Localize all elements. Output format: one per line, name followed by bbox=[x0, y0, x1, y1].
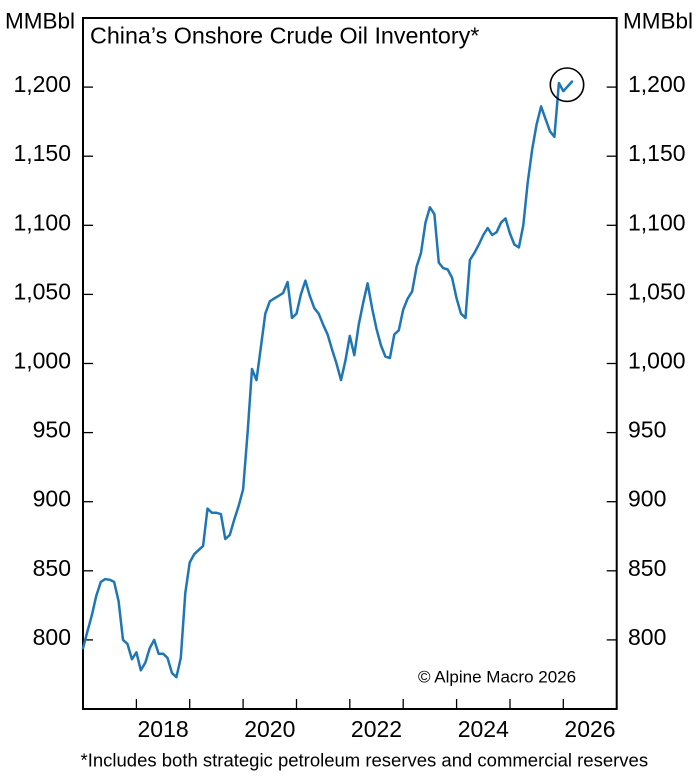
svg-text:900: 900 bbox=[628, 486, 666, 512]
svg-text:1,200: 1,200 bbox=[13, 71, 71, 97]
svg-text:1,200: 1,200 bbox=[628, 71, 686, 97]
svg-text:800: 800 bbox=[33, 624, 71, 650]
svg-text:950: 950 bbox=[33, 417, 71, 443]
svg-text:1,150: 1,150 bbox=[628, 140, 686, 166]
svg-text:China’s Onshore Crude Oil Inve: China’s Onshore Crude Oil Inventory* bbox=[90, 23, 479, 49]
svg-text:2020: 2020 bbox=[244, 716, 295, 742]
svg-text:1,000: 1,000 bbox=[628, 348, 686, 374]
svg-text:1,100: 1,100 bbox=[628, 209, 686, 235]
svg-text:2026: 2026 bbox=[564, 716, 615, 742]
svg-text:1,150: 1,150 bbox=[13, 140, 71, 166]
svg-text:1,050: 1,050 bbox=[13, 278, 71, 304]
svg-text:1,050: 1,050 bbox=[628, 278, 686, 304]
svg-text:900: 900 bbox=[33, 486, 71, 512]
svg-text:*Includes both strategic petro: *Includes both strategic petroleum reser… bbox=[81, 750, 649, 771]
svg-text:2024: 2024 bbox=[458, 716, 509, 742]
svg-text:1,000: 1,000 bbox=[13, 348, 71, 374]
svg-text:850: 850 bbox=[628, 555, 666, 581]
svg-text:MMBbl: MMBbl bbox=[5, 9, 75, 34]
svg-text:850: 850 bbox=[33, 555, 71, 581]
svg-text:MMBbl: MMBbl bbox=[623, 9, 693, 34]
svg-text:1,100: 1,100 bbox=[13, 209, 71, 235]
svg-text:950: 950 bbox=[628, 417, 666, 443]
svg-text:800: 800 bbox=[628, 624, 666, 650]
svg-text:2018: 2018 bbox=[138, 716, 189, 742]
svg-text:© Alpine Macro 2026: © Alpine Macro 2026 bbox=[418, 668, 576, 687]
svg-text:2022: 2022 bbox=[351, 716, 402, 742]
